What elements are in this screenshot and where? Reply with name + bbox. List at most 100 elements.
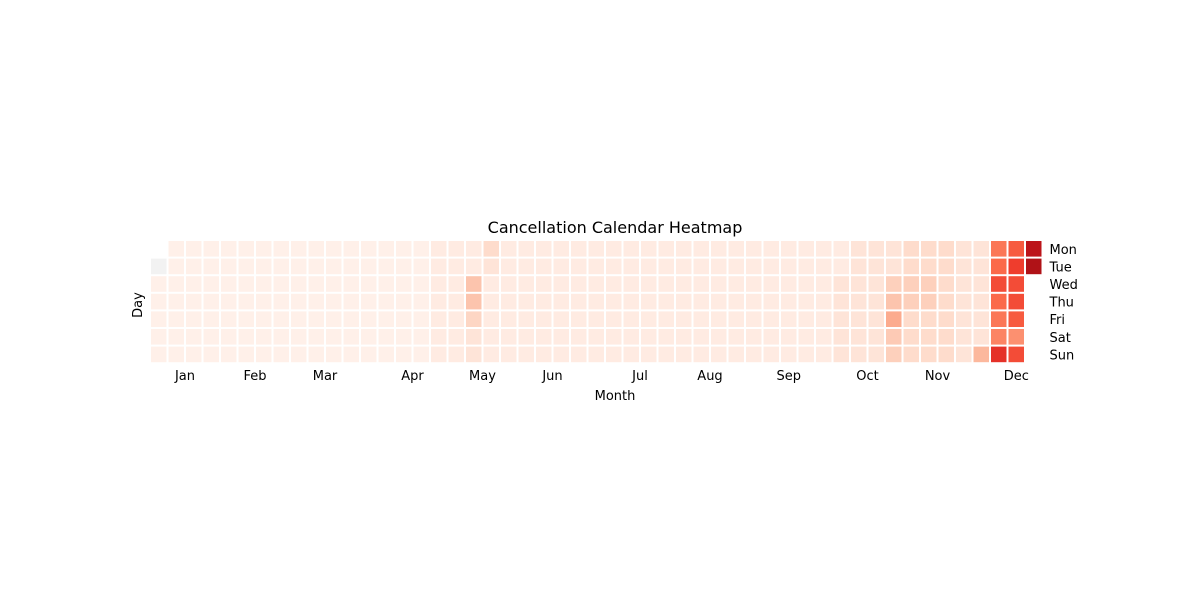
heatmap-cell bbox=[833, 346, 849, 363]
heatmap-cell bbox=[413, 276, 429, 292]
heatmap-cell bbox=[308, 346, 324, 363]
heatmap-cell bbox=[746, 346, 762, 363]
heatmap-cell bbox=[623, 258, 639, 275]
heatmap-cell bbox=[763, 241, 779, 257]
heatmap-cell bbox=[151, 329, 167, 345]
heatmap-cell bbox=[991, 258, 1007, 275]
heatmap-cell bbox=[973, 276, 989, 292]
heatmap-cell bbox=[938, 311, 954, 327]
heatmap-cell bbox=[536, 329, 552, 345]
heatmap-cell bbox=[711, 311, 727, 327]
heatmap-cell bbox=[413, 258, 429, 275]
month-tick-labels: Jan Feb Mar Apr May Jun Jul Aug Sep Oct Nov Dec bbox=[174, 369, 1029, 384]
heatmap-cell bbox=[431, 311, 447, 327]
month-tick-label: Dec bbox=[1004, 369, 1029, 384]
month-tick-label: Feb bbox=[243, 369, 266, 384]
heatmap-cell bbox=[676, 329, 692, 345]
heatmap-cell bbox=[203, 293, 219, 310]
heatmap-cell bbox=[343, 346, 359, 363]
heatmap-cell bbox=[553, 293, 569, 310]
heatmap-cell bbox=[238, 311, 254, 327]
heatmap-cell bbox=[553, 276, 569, 292]
heatmap-cell bbox=[326, 276, 342, 292]
heatmap-cell bbox=[833, 241, 849, 257]
heatmap-cell bbox=[536, 241, 552, 257]
heatmap-cell bbox=[781, 276, 797, 292]
heatmap-cell bbox=[256, 311, 272, 327]
heatmap-cell bbox=[203, 276, 219, 292]
heatmap-cell bbox=[868, 329, 884, 345]
heatmap-cell bbox=[326, 329, 342, 345]
heatmap-cell bbox=[466, 241, 482, 257]
month-tick-label: Mar bbox=[313, 369, 338, 384]
heatmap-cell bbox=[361, 346, 377, 363]
heatmap-cell bbox=[921, 293, 937, 310]
heatmap-cell bbox=[606, 258, 622, 275]
heatmap-cell bbox=[448, 276, 464, 292]
heatmap-cell bbox=[868, 241, 884, 257]
heatmap-cell bbox=[623, 276, 639, 292]
heatmap-cell bbox=[221, 293, 237, 310]
heatmap-cell bbox=[851, 258, 867, 275]
heatmap-cell bbox=[536, 293, 552, 310]
heatmap-cell bbox=[466, 258, 482, 275]
heatmap-cell bbox=[956, 311, 972, 327]
heatmap-cell bbox=[851, 293, 867, 310]
x-axis-label: Month bbox=[595, 389, 636, 404]
heatmap-cell bbox=[256, 346, 272, 363]
heatmap-cell bbox=[886, 258, 902, 275]
heatmap-cell bbox=[938, 329, 954, 345]
heatmap-cell bbox=[448, 346, 464, 363]
heatmap-cell bbox=[868, 293, 884, 310]
heatmap-cell bbox=[1008, 311, 1024, 327]
heatmap-cell bbox=[903, 258, 919, 275]
heatmap-cell bbox=[361, 258, 377, 275]
heatmap-cell bbox=[291, 346, 307, 363]
heatmap-cell bbox=[868, 276, 884, 292]
month-tick-label: Apr bbox=[401, 369, 424, 384]
heatmap-cell bbox=[431, 346, 447, 363]
heatmap-cell bbox=[221, 258, 237, 275]
heatmap-cell bbox=[641, 258, 657, 275]
heatmap-cell bbox=[501, 311, 517, 327]
heatmap-cell bbox=[168, 346, 184, 363]
heatmap-cell bbox=[256, 241, 272, 257]
heatmap-cell bbox=[623, 241, 639, 257]
heatmap-cell bbox=[938, 346, 954, 363]
heatmap-cell bbox=[903, 311, 919, 327]
heatmap-cell bbox=[151, 311, 167, 327]
heatmap-cell bbox=[991, 276, 1007, 292]
heatmap-cell bbox=[1026, 329, 1042, 345]
heatmap-cell bbox=[938, 258, 954, 275]
weekday-tick-label: Tue bbox=[1049, 260, 1072, 275]
month-tick-label: Sep bbox=[777, 369, 802, 384]
heatmap-cell bbox=[571, 293, 587, 310]
heatmap-cell bbox=[956, 276, 972, 292]
heatmap-cell bbox=[641, 241, 657, 257]
heatmap-cell bbox=[466, 329, 482, 345]
heatmap-cell bbox=[1026, 293, 1042, 310]
heatmap-cell bbox=[833, 329, 849, 345]
heatmap-cell bbox=[693, 346, 709, 363]
heatmap-cell bbox=[781, 241, 797, 257]
heatmap-cell bbox=[711, 346, 727, 363]
heatmap-cell bbox=[886, 276, 902, 292]
heatmap-cell bbox=[886, 329, 902, 345]
heatmap-cell bbox=[606, 329, 622, 345]
heatmap-cell bbox=[641, 293, 657, 310]
weekday-tick-label: Sun bbox=[1050, 348, 1075, 363]
heatmap-cell bbox=[728, 276, 744, 292]
heatmap-cell bbox=[956, 293, 972, 310]
heatmap-cell bbox=[431, 293, 447, 310]
heatmap-cell bbox=[658, 311, 674, 327]
month-tick-label: Oct bbox=[856, 369, 878, 384]
heatmap-cell bbox=[501, 241, 517, 257]
heatmap-cell bbox=[238, 329, 254, 345]
heatmap-cell bbox=[728, 258, 744, 275]
heatmap-cell bbox=[553, 258, 569, 275]
heatmap-cell bbox=[168, 241, 184, 257]
heatmap-cell bbox=[606, 293, 622, 310]
heatmap-cell bbox=[833, 311, 849, 327]
heatmap-cell bbox=[221, 311, 237, 327]
heatmap-cell bbox=[886, 241, 902, 257]
